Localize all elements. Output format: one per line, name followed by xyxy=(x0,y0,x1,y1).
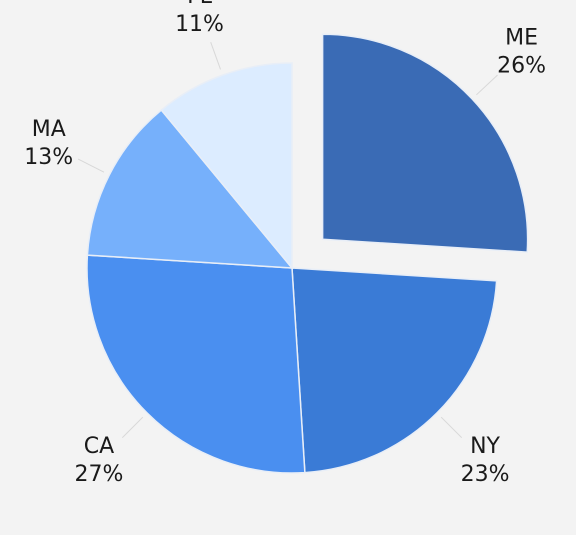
pie-slice xyxy=(86,254,306,474)
slice-label: ME xyxy=(505,25,538,50)
pie-slice xyxy=(160,62,293,271)
leader-line xyxy=(121,416,144,439)
slice-label: NY xyxy=(470,434,500,459)
slice-value-label: 27% xyxy=(75,462,124,487)
leader-line xyxy=(440,416,463,439)
leader-line xyxy=(210,42,221,70)
slice-value-label: 26% xyxy=(497,53,546,78)
leader-line xyxy=(77,158,105,173)
leader-line xyxy=(476,74,498,96)
slice-value-label: 13% xyxy=(24,145,73,170)
slice-label: FL xyxy=(187,0,213,9)
slice-label: MA xyxy=(32,117,66,142)
slice-value-label: 11% xyxy=(175,12,224,37)
slice-value-label: 23% xyxy=(461,462,510,487)
pie-slice xyxy=(321,33,529,253)
pie-slice xyxy=(86,108,294,269)
pie-slice xyxy=(291,267,498,474)
slice-label: CA xyxy=(84,434,114,459)
